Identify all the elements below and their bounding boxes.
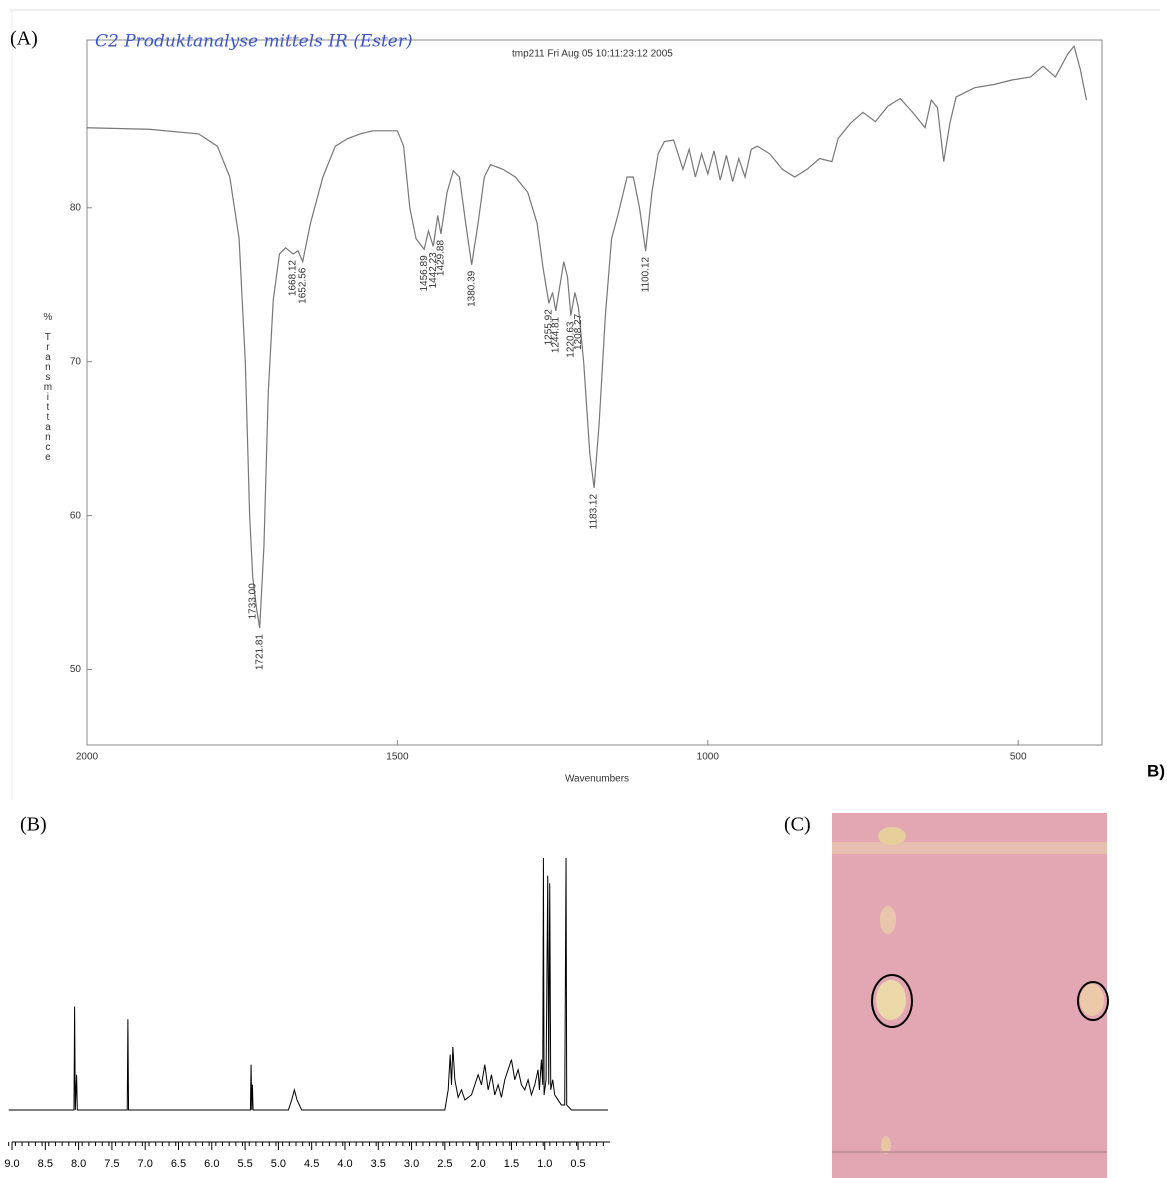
panel-label: B) <box>1147 761 1165 780</box>
solvent-front <box>832 842 1107 854</box>
peak-label: 1429.88 <box>436 240 447 277</box>
peak-label: 1456.89 <box>419 255 430 292</box>
panel-label: (B) <box>20 814 47 836</box>
x-tick-label: 5.5 <box>237 1158 252 1170</box>
x-tick-label: 4.5 <box>304 1158 319 1170</box>
spot <box>1080 984 1104 1016</box>
spot <box>880 906 896 934</box>
spectrum-line <box>8 857 608 1111</box>
x-tick-label: 1.0 <box>537 1158 552 1170</box>
peak-label: 1100.12 <box>640 256 651 292</box>
peak-label: 1255.92 <box>544 309 555 346</box>
x-tick-label: 1500 <box>386 752 409 763</box>
x-tick-label: 2.0 <box>471 1158 486 1170</box>
circle-marking <box>871 974 913 1028</box>
peak-label: 1733.00 <box>247 583 258 620</box>
ir-title: tmp211 Fri Aug 05 10:11:23:12 2005 <box>512 49 673 60</box>
x-tick-label: 2000 <box>76 752 99 763</box>
x-tick-label: 2.5 <box>437 1158 452 1170</box>
x-tick-label: 6.0 <box>204 1158 219 1170</box>
ir-plot-frame <box>86 39 1103 746</box>
handwritten-title: C2 Produktanalyse mittels IR (Ester) <box>95 32 413 52</box>
y-tick-label: 60 <box>70 510 82 521</box>
peak-label: 1652.56 <box>297 267 308 304</box>
x-tick-label: 500 <box>1010 752 1027 763</box>
x-tick-label: 4.0 <box>337 1158 352 1170</box>
x-tick-label: 7.5 <box>104 1158 119 1170</box>
x-tick-label: 9.0 <box>4 1158 19 1170</box>
y-tick-label: 50 <box>70 664 82 675</box>
peak-label: 1442.23 <box>428 252 439 289</box>
spectrum-line <box>86 44 1088 629</box>
peak-label: 1721.81 <box>254 634 265 671</box>
x-tick-label: 3.0 <box>404 1158 419 1170</box>
x-tick-label: 1.5 <box>504 1158 519 1170</box>
x-tick-label: 7.0 <box>138 1158 153 1170</box>
peak-label: 1668.12 <box>288 259 299 296</box>
panel-label: (C) <box>784 814 811 836</box>
peak-label: 1380.39 <box>466 270 477 307</box>
spot <box>878 827 906 845</box>
x-axis-label: Wavenumbers <box>565 774 629 785</box>
y-tick-label: 70 <box>70 356 82 367</box>
x-tick-label: 8.5 <box>38 1158 53 1170</box>
panel-label: (A) <box>10 28 38 50</box>
y-axis-label: % Transmittance <box>42 312 53 462</box>
x-tick-label: 3.5 <box>371 1158 386 1170</box>
x-tick-label: 1000 <box>697 752 720 763</box>
y-tick-label: 80 <box>70 202 82 213</box>
x-tick-label: 0.5 <box>570 1158 585 1170</box>
circle-marking <box>1077 981 1109 1021</box>
spot <box>876 980 906 1020</box>
x-tick-label: 6.5 <box>171 1158 186 1170</box>
peak-label: 1208.27 <box>573 313 584 350</box>
x-tick-label: 5.0 <box>271 1158 286 1170</box>
tlc-plate <box>832 813 1109 1178</box>
x-tick-label: 8.0 <box>71 1158 86 1170</box>
peak-label: 1244.81 <box>550 316 561 353</box>
spot <box>881 1136 891 1154</box>
peak-label: 1220.63 <box>565 321 576 358</box>
peak-label: 1183.12 <box>589 493 600 529</box>
